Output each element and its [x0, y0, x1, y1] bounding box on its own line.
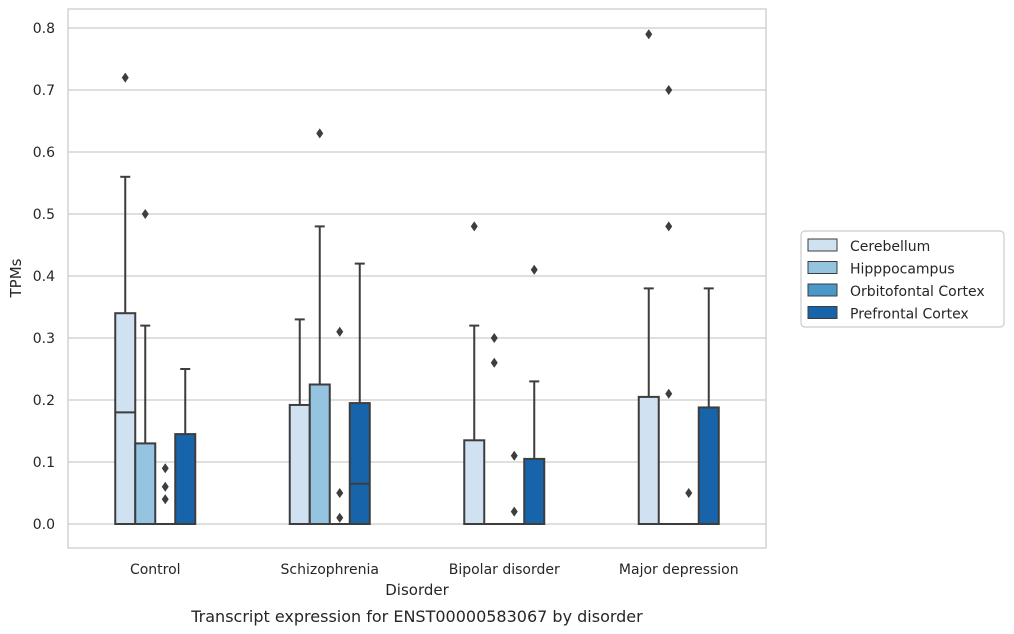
legend-swatch	[807, 238, 838, 252]
box-prefrontal-cortex	[697, 287, 720, 525]
box	[114, 312, 137, 526]
outlier-point	[316, 128, 324, 139]
box-orbitofontal-cortex	[154, 463, 177, 526]
x-axis-ticks: Control Schizophrenia Bipolar disorder Majo…	[130, 562, 739, 578]
box	[697, 406, 720, 525]
x-tick-label: Major depression	[619, 562, 739, 578]
outlier-point	[510, 506, 518, 517]
outlier-point	[121, 72, 129, 83]
outlier-point	[470, 221, 478, 232]
box-hipppocampus	[134, 209, 157, 525]
plot-frame	[67, 8, 767, 549]
y-axis-label: TPMs	[7, 258, 25, 298]
outlier-point	[161, 481, 169, 492]
box-hipppocampus	[483, 333, 506, 526]
box-cerebellum	[463, 221, 486, 525]
y-tick-label: 0.7	[33, 83, 55, 99]
box-cerebellum	[637, 29, 660, 525]
outlier-point	[685, 488, 693, 498]
legend: Cerebellum Hipppocampus Orbitofontal Corte…	[800, 230, 1005, 328]
y-tick-label: 0.8	[33, 21, 55, 37]
outlier-point	[665, 85, 673, 95]
legend-swatch	[807, 261, 838, 274]
outlier-point	[665, 388, 673, 399]
outlier-point	[510, 450, 518, 461]
legend-label: Orbitofontal Cortex	[850, 284, 985, 300]
x-tick-label: Schizophrenia	[281, 562, 379, 578]
y-tick-label: 0.0	[33, 517, 55, 533]
y-axis-ticks: 0.0 0.1 0.2 0.3 0.4 0.5 0.6 0.7 0.8	[33, 21, 55, 533]
outlier-point	[665, 221, 673, 232]
box	[134, 442, 157, 525]
y-tick-label: 0.3	[33, 331, 55, 347]
box	[637, 395, 660, 525]
box-prefrontal-cortex	[348, 262, 371, 526]
legend-swatch	[807, 306, 838, 319]
grid-lines	[68, 27, 766, 525]
outlier-point	[336, 488, 344, 498]
box-prefrontal-cortex	[174, 368, 197, 526]
box-orbitofontal-cortex	[677, 488, 700, 526]
y-tick-label: 0.2	[33, 393, 55, 409]
box-hipppocampus	[657, 85, 680, 526]
outlier-point	[530, 264, 538, 275]
outlier-point	[161, 463, 169, 474]
outlier-point	[161, 494, 169, 505]
legend-label: Prefrontal Cortex	[850, 307, 969, 323]
x-tick-label: Control	[130, 562, 181, 578]
box	[348, 402, 371, 526]
box	[463, 439, 486, 525]
y-tick-label: 0.1	[33, 455, 55, 471]
outlier-point	[141, 209, 149, 219]
x-axis-label: Disorder	[385, 581, 449, 599]
x-tick-label: Bipolar disorder	[449, 562, 560, 578]
box-orbitofontal-cortex	[328, 326, 351, 526]
box-cerebellum	[114, 72, 137, 526]
outlier-point	[490, 333, 498, 343]
y-tick-label: 0.6	[33, 145, 55, 161]
box	[308, 383, 331, 525]
outlier-point	[645, 29, 653, 40]
y-tick-label: 0.5	[33, 207, 55, 223]
outlier-point	[490, 357, 498, 368]
box-hipppocampus	[308, 128, 331, 525]
box-cerebellum	[288, 318, 311, 525]
y-tick-label: 0.4	[33, 269, 55, 285]
outlier-point	[336, 326, 344, 337]
box	[523, 457, 546, 525]
legend-swatch	[807, 283, 838, 297]
box	[174, 433, 197, 526]
legend-label: Cerebellum	[850, 239, 930, 255]
chart-title: Transcript expression for ENST0000058306…	[190, 607, 643, 626]
box-plot-series	[114, 29, 720, 526]
legend-label: Hipppocampus	[850, 262, 955, 278]
legend-box	[800, 230, 1005, 328]
box-prefrontal-cortex	[523, 264, 546, 525]
outlier-point	[336, 512, 344, 523]
box	[288, 403, 311, 525]
